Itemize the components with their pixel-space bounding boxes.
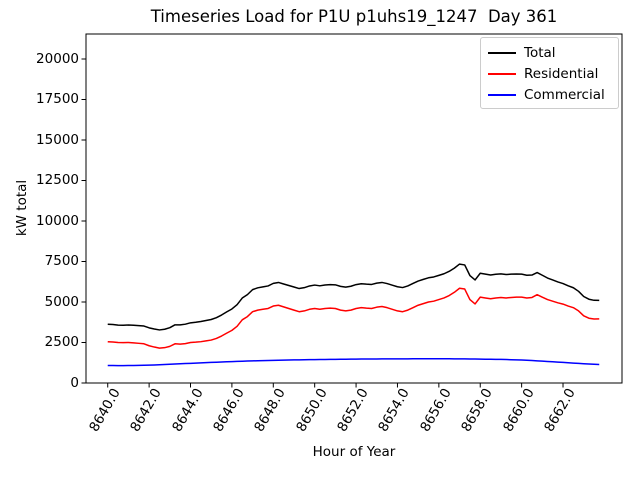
legend-item-commercial: Commercial (488, 84, 610, 105)
legend-label: Commercial (524, 86, 605, 103)
chart-title: Timeseries Load for P1U p1uhs19_1247 Day… (150, 7, 558, 26)
y-tick-label: 0 (70, 375, 79, 391)
y-tick-label: 5000 (44, 293, 79, 310)
series-line-residential (107, 287, 600, 349)
y-tick-label: 17500 (36, 91, 79, 108)
legend-line-sample-commercial (488, 93, 516, 96)
y-tick-label: 15000 (36, 131, 79, 148)
legend-line-sample-residential (488, 72, 516, 75)
y-tick-label: 10000 (36, 212, 79, 229)
y-tick-label: 7500 (44, 253, 79, 270)
legend-item-total: Total (488, 42, 610, 63)
y-tick-label: 2500 (44, 334, 79, 351)
y-tick-label: 12500 (36, 172, 79, 189)
legend-line-sample-total (488, 51, 516, 54)
series-line-commercial (107, 358, 600, 367)
series-line-total (107, 263, 600, 331)
legend-label: Residential (524, 65, 599, 82)
x-axis-label: Hour of Year (312, 444, 396, 460)
legend-label: Total (524, 44, 556, 61)
y-tick-label: 20000 (36, 50, 79, 67)
axes-frame (85, 33, 623, 384)
legend-item-residential: Residential (488, 63, 610, 84)
legend: Total Residential Commercial (480, 37, 619, 109)
